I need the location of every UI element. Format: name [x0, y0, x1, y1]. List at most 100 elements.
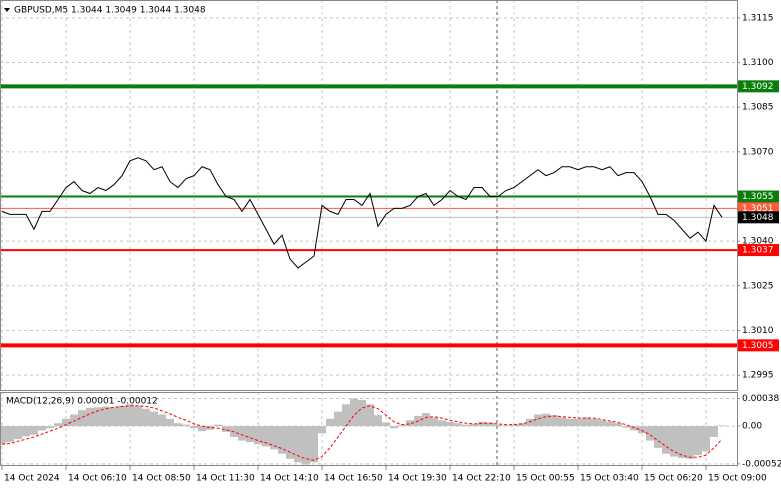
histogram-bar: [470, 423, 478, 427]
histogram-bar: [710, 426, 718, 437]
level-label-box: [738, 244, 779, 257]
histogram-bar: [438, 420, 446, 427]
histogram-bar: [406, 420, 414, 427]
histogram-bar: [542, 413, 550, 427]
histogram-bar: [558, 417, 566, 427]
histogram-bar: [102, 406, 110, 427]
histogram-bar: [430, 417, 438, 427]
histogram-bar: [302, 426, 310, 465]
macd-frame: [0, 392, 738, 466]
histogram-bar: [622, 426, 630, 428]
histogram-bar: [6, 426, 14, 443]
histogram-bar: [22, 426, 30, 437]
histogram-bar: [486, 422, 494, 427]
level-label: 1.3037: [742, 246, 774, 256]
x-tick-label: 15 Oct 00:55: [516, 474, 575, 484]
histogram-bar: [158, 414, 166, 427]
level-label: 1.3092: [742, 82, 774, 92]
histogram-bar: [614, 423, 622, 427]
histogram-bar: [510, 424, 518, 427]
x-tick-label: 14 Oct 06:10: [68, 474, 127, 484]
histogram-bar: [534, 414, 542, 427]
histogram-bar: [462, 424, 470, 427]
histogram-bar: [446, 421, 454, 427]
x-tick-label: 15 Oct 06:20: [644, 474, 703, 484]
histogram-bar: [94, 407, 102, 427]
x-tick-label: 14 Oct 08:50: [132, 474, 191, 484]
histogram-bar: [310, 426, 318, 463]
x-tick-label: 15 Oct 03:40: [580, 474, 639, 484]
histogram-bar: [694, 426, 702, 456]
histogram-bar: [646, 426, 654, 441]
histogram-bar: [142, 408, 150, 427]
level-label: 1.3051: [742, 204, 774, 214]
level-label: 1.3005: [742, 341, 774, 351]
histogram-bar: [590, 418, 598, 427]
histogram-bar: [582, 417, 590, 427]
histogram-bar: [54, 423, 62, 427]
y-tick-label: 1.3070: [742, 147, 774, 157]
histogram-bar: [350, 398, 358, 427]
histogram-bar: [502, 425, 510, 427]
level-label-box: [738, 80, 779, 93]
histogram-bar: [190, 426, 198, 429]
histogram-bar: [638, 426, 646, 434]
y-tick-label: -0.00052: [742, 459, 781, 469]
histogram-bar: [46, 426, 54, 429]
y-tick-label: 1.2995: [742, 371, 774, 381]
histogram-bar: [134, 405, 142, 427]
histogram-bar: [630, 426, 638, 431]
histogram-bar: [30, 426, 38, 435]
data: [0, 84, 737, 465]
histogram-bar: [246, 426, 254, 443]
y-tick-label: 0.00038: [742, 394, 779, 404]
x-tick-label: 14 Oct 22:10: [452, 474, 511, 484]
x-tick-label: 14 Oct 16:50: [324, 474, 383, 484]
histogram-bar: [174, 423, 182, 427]
x-tick-label: 14 Oct 11:30: [196, 474, 255, 484]
histogram-bar: [206, 426, 214, 430]
histogram-bar: [478, 421, 486, 427]
histogram-bar: [222, 426, 230, 432]
level-label: 1.3048: [742, 213, 774, 223]
histogram-bar: [390, 426, 398, 429]
histogram-bar: [718, 425, 726, 427]
histogram-bar: [150, 411, 158, 427]
price-line: [1, 157, 723, 269]
x-tick-label: 15 Oct 09:00: [708, 474, 767, 484]
histogram-bar: [550, 415, 558, 427]
histogram-bar: [262, 426, 270, 447]
histogram-bar: [454, 423, 462, 427]
y-tick-label: 1.3025: [742, 281, 774, 291]
histogram-bar: [254, 426, 262, 445]
histogram-bar: [518, 423, 526, 427]
histogram-bar: [214, 424, 222, 427]
histogram-bar: [662, 426, 670, 454]
histogram-bar: [342, 404, 350, 427]
histogram-bar: [366, 404, 374, 427]
y-tick-label: 1.3040: [742, 237, 774, 247]
level-label-box: [738, 211, 779, 224]
histogram-bar: [374, 415, 382, 427]
histogram-bar: [566, 418, 574, 427]
histogram-bar: [670, 426, 678, 457]
histogram-bar: [678, 426, 686, 459]
histogram-bar: [294, 426, 302, 463]
histogram-bar: [166, 418, 174, 427]
y-tick-label: 0.00: [742, 422, 762, 432]
histogram-bar: [278, 426, 286, 454]
signal-line: [1, 405, 723, 461]
histogram-bar: [238, 426, 246, 441]
level-label-box: [738, 190, 779, 203]
histogram-bar: [574, 418, 582, 427]
price-title: GBPUSD,M5 1.3044 1.3049 1.3044 1.3048: [14, 6, 206, 16]
level-label: 1.3055: [742, 192, 774, 202]
histogram-bar: [78, 410, 86, 427]
histogram-bar: [126, 404, 134, 427]
labels: 1.3115 1.3100 1.3085 1.3070 1.3040 1.3025 1.30…: [1, 13, 781, 484]
histogram-bar: [270, 426, 278, 450]
histogram-bar: [198, 426, 206, 432]
histogram-bar: [38, 426, 46, 431]
histogram-bar: [358, 399, 366, 427]
